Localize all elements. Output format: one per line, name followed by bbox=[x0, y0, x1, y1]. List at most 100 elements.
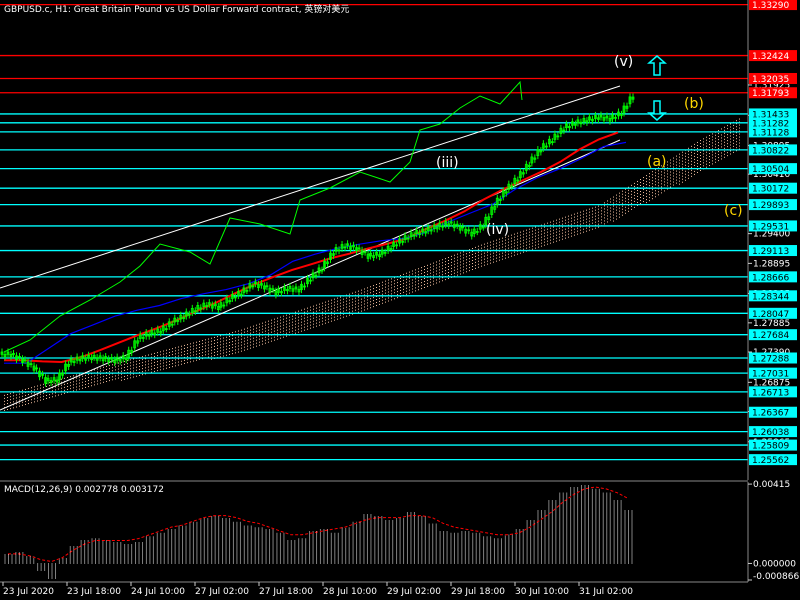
candle-body bbox=[403, 235, 407, 240]
cloud-dot bbox=[484, 243, 485, 245]
candle-body bbox=[447, 223, 451, 226]
cloud-dot bbox=[256, 324, 257, 326]
candle-body bbox=[257, 284, 260, 288]
cloud-dot bbox=[400, 278, 401, 279]
candle-body bbox=[230, 294, 234, 299]
cloud-dot bbox=[178, 352, 179, 354]
cloud-dot bbox=[208, 353, 209, 355]
cloud-dot bbox=[541, 242, 542, 244]
cloud-dot bbox=[196, 359, 197, 361]
cloud-dot bbox=[625, 209, 626, 211]
cloud-dot bbox=[112, 367, 113, 369]
candle-body bbox=[470, 231, 474, 237]
cloud-dot bbox=[415, 269, 416, 271]
cloud-dot bbox=[133, 370, 134, 372]
candle-body bbox=[219, 302, 223, 308]
cloud-dot bbox=[103, 375, 104, 377]
candle-body bbox=[23, 359, 27, 362]
candle-body bbox=[67, 363, 70, 367]
cloud-dot bbox=[646, 199, 647, 201]
cloud-dot bbox=[712, 154, 713, 156]
cloud-dot bbox=[694, 161, 695, 163]
cloud-dot bbox=[277, 329, 278, 331]
cloud-dot bbox=[19, 396, 20, 398]
cloud-dot bbox=[190, 352, 191, 354]
candle-body bbox=[18, 356, 21, 358]
cloud-dot bbox=[409, 277, 410, 279]
cloud-dot bbox=[475, 264, 476, 266]
cloud-dot bbox=[721, 128, 722, 130]
cloud-dot bbox=[658, 167, 659, 169]
cloud-dot bbox=[706, 154, 707, 156]
level-label-text: 1.25562 bbox=[752, 456, 789, 466]
cloud-dot bbox=[457, 262, 458, 264]
cloud-dot bbox=[577, 215, 578, 217]
cloud-dot bbox=[664, 172, 665, 174]
cloud-dot bbox=[82, 375, 83, 377]
cloud-dot bbox=[685, 173, 686, 175]
cloud-dot bbox=[295, 329, 296, 331]
cloud-dot bbox=[532, 239, 533, 241]
candle-body bbox=[530, 156, 534, 164]
cloud-dot bbox=[664, 163, 665, 165]
cloud-dot bbox=[718, 160, 719, 162]
cloud-dot bbox=[169, 366, 170, 368]
cloud-dot bbox=[697, 144, 698, 146]
cloud-dot bbox=[472, 269, 473, 270]
cloud-dot bbox=[694, 155, 695, 157]
cloud-dot bbox=[493, 246, 494, 248]
cloud-dot bbox=[37, 397, 38, 399]
cloud-dot bbox=[424, 275, 425, 276]
cloud-dot bbox=[700, 143, 701, 144]
cloud-dot bbox=[163, 353, 164, 355]
cloud-dot bbox=[184, 350, 185, 352]
cloud-dot bbox=[658, 176, 659, 178]
cloud-dot bbox=[517, 241, 518, 243]
cloud-dot bbox=[208, 338, 209, 340]
cloud-dot bbox=[337, 318, 338, 320]
cloud-dot bbox=[214, 342, 215, 344]
cloud-dot bbox=[565, 234, 566, 236]
cloud-dot bbox=[643, 192, 644, 194]
candle-body bbox=[582, 117, 586, 122]
cloud-dot bbox=[610, 216, 611, 218]
cloud-dot bbox=[283, 324, 284, 326]
candle-body bbox=[133, 340, 137, 349]
cloud-dot bbox=[631, 202, 632, 204]
cloud-dot bbox=[523, 233, 524, 235]
cloud-dot bbox=[472, 266, 473, 267]
cloud-dot bbox=[265, 330, 266, 332]
cloud-dot bbox=[721, 143, 722, 145]
cloud-dot bbox=[598, 205, 599, 207]
cloud-dot bbox=[229, 350, 230, 352]
cloud-dot bbox=[436, 261, 437, 263]
cloud-dot bbox=[292, 327, 293, 329]
cloud-dot bbox=[682, 175, 683, 177]
macd-title: MACD(12,26,9) 0.002778 0.003172 bbox=[4, 485, 164, 495]
cloud-dot bbox=[676, 179, 677, 181]
cloud-dot bbox=[553, 220, 554, 222]
cloud-dot bbox=[556, 231, 557, 233]
cloud-dot bbox=[700, 167, 701, 168]
candle-body bbox=[343, 246, 347, 249]
cloud-dot bbox=[253, 343, 254, 345]
cloud-dot bbox=[391, 281, 392, 283]
candle-body bbox=[550, 141, 554, 144]
cloud-dot bbox=[367, 305, 368, 307]
cloud-dot bbox=[106, 374, 107, 376]
cloud-dot bbox=[238, 351, 239, 353]
cloud-dot bbox=[64, 383, 65, 385]
cloud-dot bbox=[634, 182, 635, 184]
candle-body bbox=[9, 353, 13, 358]
cloud-dot bbox=[115, 366, 116, 368]
cloud-dot bbox=[376, 299, 377, 300]
cloud-dot bbox=[481, 247, 482, 249]
cloud-dot bbox=[214, 354, 215, 356]
cloud-dot bbox=[301, 318, 302, 320]
cloud-dot bbox=[70, 385, 71, 387]
cloud-dot bbox=[127, 363, 128, 365]
cloud-dot bbox=[16, 394, 17, 396]
cloud-dot bbox=[676, 161, 677, 163]
cloud-dot bbox=[184, 347, 185, 349]
